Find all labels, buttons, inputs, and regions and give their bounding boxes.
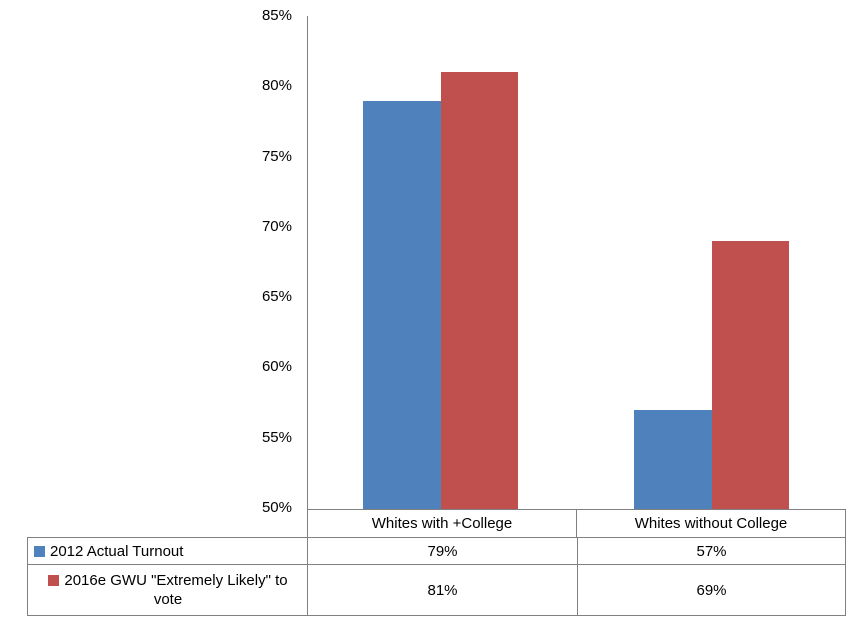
value-cell-2016-whites-with-college: 81%	[307, 564, 577, 615]
legend-key-2012-turnout-icon	[34, 545, 45, 557]
legend-entry-2012-turnout: 2012 Actual Turnout	[28, 538, 307, 564]
y-axis-tick-label: 50%	[261, 498, 292, 516]
bar-2012-turnout-whites-with-college	[363, 100, 441, 509]
bar-2016-likely-whites-without-college	[711, 241, 789, 509]
y-axis-tick-label: 80%	[261, 77, 292, 95]
y-axis-tick-label: 60%	[261, 358, 292, 376]
y-axis-tick-label: 55%	[261, 428, 292, 446]
value-cell-2012-whites-with-college: 79%	[307, 538, 577, 564]
value-cell-2012-whites-without-college: 57%	[577, 538, 845, 564]
y-axis-tick-label: 70%	[261, 217, 292, 235]
legend-label-2012-turnout: 2012 Actual Turnout	[50, 542, 184, 560]
bar-2016-likely-whites-with-college	[440, 72, 518, 509]
legend-key-2016-likely-icon	[48, 575, 60, 586]
y-axis-tick-label: 85%	[261, 7, 292, 24]
bar-group-whites-with-college	[363, 16, 518, 509]
category-axis: Whites with +College Whites without Coll…	[307, 509, 846, 537]
plot-area	[307, 16, 846, 509]
legend-entry-2016-likely: 2016e GWU "Extremely Likely" to vote	[28, 564, 307, 615]
bar-group-whites-without-college	[634, 16, 789, 509]
category-label-whites-without-college: Whites without College	[576, 510, 845, 537]
category-label-whites-with-college: Whites with +College	[371, 515, 513, 532]
value-cell-2016-whites-without-college: 69%	[577, 564, 845, 615]
y-axis-tick-label: 75%	[261, 147, 292, 165]
y-axis-tick-label: 65%	[261, 288, 292, 306]
legend-label-2016-likely: 2016e GWU "Extremely Likely" to vote	[64, 572, 288, 608]
chart-data-table: 2012 Actual Turnout 79% 57% 2016e GWU "E…	[27, 537, 846, 616]
bar-2012-turnout-whites-without-college	[634, 410, 712, 509]
y-axis: 85% 80% 75% 70% 65% 60% 55% 50%	[210, 7, 292, 517]
